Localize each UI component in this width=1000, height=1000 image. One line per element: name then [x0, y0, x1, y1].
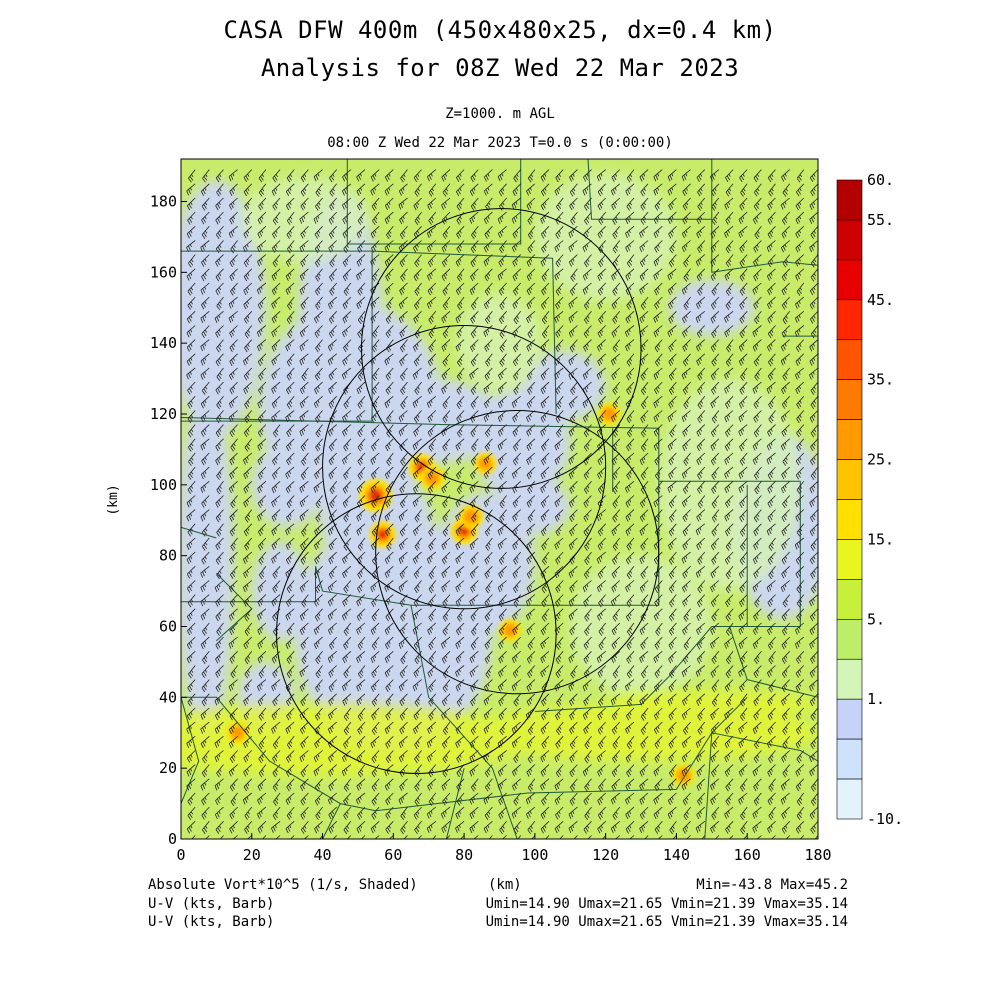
x-tick-label: 140	[663, 846, 690, 864]
colorbar-swatch	[836, 658, 863, 700]
county-boundaries	[181, 159, 818, 839]
time-label: 08:00 Z Wed 22 Mar 2023 T=0.0 s (0:00:00…	[327, 135, 673, 151]
field-label-vorticity: Absolute Vort*10^5 (1/s, Shaded)	[148, 877, 418, 893]
colorbar-swatch	[836, 698, 863, 740]
light-green-regions	[241, 173, 801, 698]
county-line	[181, 481, 660, 606]
county-line	[346, 159, 522, 245]
vorticity-max-peak	[459, 526, 469, 536]
x-tick-label: 0	[176, 846, 185, 864]
field-label-barb-2: U-V (kts, Barb)	[148, 914, 275, 930]
colorbar-swatch	[836, 339, 863, 380]
colorbar: 60. 55. 45. 35. 25. 15. 5. 1. -10.	[836, 171, 903, 828]
x-tick-label: 40	[314, 846, 332, 864]
y-tick-label: 20	[159, 759, 177, 777]
plot-frame	[180, 158, 819, 840]
y-tick-label: 120	[150, 405, 177, 423]
uv-stats-2: Umin=14.90 Umax=21.65 Vmin=21.39 Vmax=35…	[485, 914, 848, 930]
vorticity-max-core	[424, 470, 440, 486]
radar-ring	[360, 208, 642, 489]
x-tick-label: 160	[734, 846, 761, 864]
chart-title-line2: Analysis for 08Z Wed 22 Mar 2023	[260, 54, 740, 82]
y-tick-label: 80	[159, 547, 177, 565]
moderate-vorticity-band	[181, 690, 818, 776]
y-axis-label: (km)	[106, 484, 121, 515]
colorbar-label: 25.	[867, 451, 894, 469]
x-tick-label: 80	[455, 846, 473, 864]
level-label: Z=1000. m AGL	[445, 106, 555, 122]
colorbar-label: 15.	[867, 530, 894, 548]
radar-ring	[276, 493, 557, 774]
x-tick-label: 180	[804, 846, 831, 864]
vorticity-max-peak	[377, 529, 388, 540]
radar-ring	[322, 324, 607, 610]
colorbar-label: 35.	[867, 371, 894, 389]
field-label-barb-1: U-V (kts, Barb)	[148, 896, 275, 912]
x-axis-unit: (km)	[488, 877, 522, 893]
colorbar-swatch	[836, 499, 863, 540]
x-tick-label: 120	[592, 846, 619, 864]
colorbar-swatch	[836, 379, 863, 420]
colorbar-swatch	[836, 299, 863, 341]
colorbar-swatch	[836, 778, 863, 820]
county-line	[322, 803, 341, 839]
y-tick-label: 140	[150, 334, 177, 352]
y-tick-label: 160	[150, 263, 177, 281]
county-line	[704, 732, 818, 839]
county-line	[445, 768, 465, 839]
chart-title-line1: CASA DFW 400m (450x480x25, dx=0.4 km)	[223, 16, 777, 44]
min-max-label: Min=-43.8 Max=45.2	[696, 877, 848, 893]
colorbar-swatch	[836, 579, 863, 620]
x-tick-label: 100	[521, 846, 548, 864]
colorbar-label: 45.	[867, 291, 894, 309]
colorbar-swatch	[836, 459, 863, 500]
colorbar-swatch	[836, 219, 863, 261]
county-line	[410, 605, 518, 839]
radar-ring	[375, 409, 660, 695]
x-tick-label: 20	[243, 846, 261, 864]
y-tick-label: 180	[150, 193, 177, 211]
vorticity-max-core	[463, 509, 479, 525]
colorbar-swatch	[836, 619, 863, 660]
y-tick-label: 100	[150, 476, 177, 494]
colorbar-swatch	[836, 539, 863, 580]
colorbar-label: 55.	[867, 211, 894, 229]
radar-range-rings	[276, 208, 660, 774]
county-line	[181, 417, 801, 677]
vorticity-max-core	[503, 623, 518, 638]
uv-stats-1: Umin=14.90 Umax=21.65 Vmin=21.39 Vmax=35…	[485, 896, 848, 912]
colorbar-label: 60.	[867, 171, 894, 189]
colorbar-label: 1.	[867, 690, 885, 708]
county-line	[181, 697, 200, 804]
colorbar-swatch	[836, 259, 863, 301]
x-tick-label: 60	[384, 846, 402, 864]
county-line	[181, 526, 217, 539]
county-line	[587, 159, 712, 220]
y-tick-label: 0	[168, 830, 177, 848]
colorbar-label: -10.	[867, 810, 903, 828]
colorbar-swatch	[836, 738, 863, 780]
y-tick-label: 40	[159, 688, 177, 706]
vorticity-max-core	[230, 725, 245, 740]
colorbar-swatch	[836, 179, 863, 221]
axes: 0 20 40 60 80 100 120 140 160 180 0 20 40 60 80 100 120 1…	[150, 193, 832, 865]
y-tick-label: 60	[159, 618, 177, 636]
county-line	[181, 250, 373, 422]
vorticity-max-core	[602, 407, 617, 421]
county-line	[711, 159, 818, 273]
colorbar-swatch	[836, 419, 863, 460]
colorbar-label: 5.	[867, 610, 885, 628]
